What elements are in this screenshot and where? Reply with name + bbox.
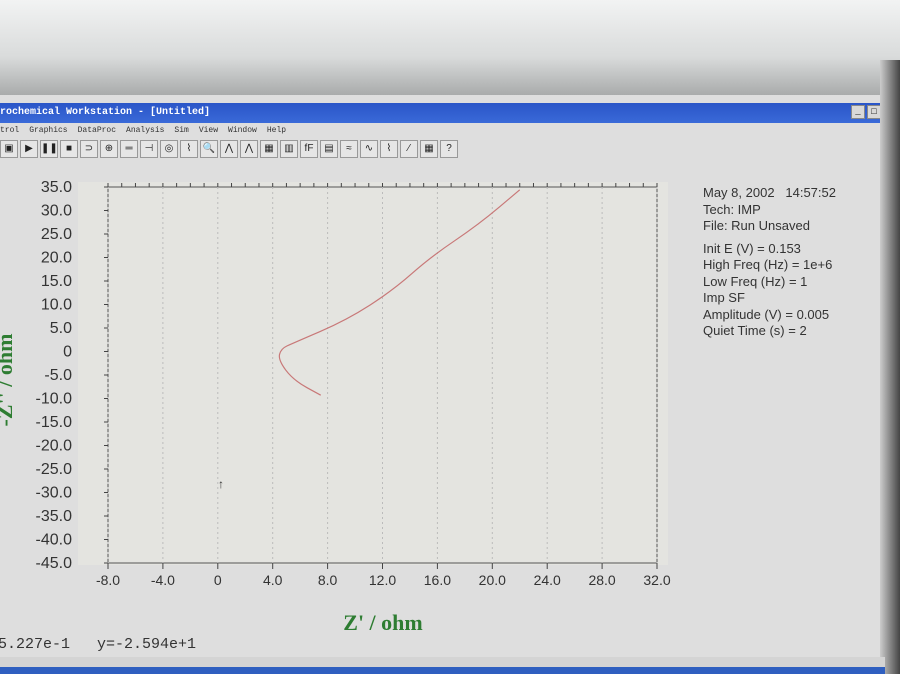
toolbar-button-icon-5[interactable]: ⊕ — [100, 140, 118, 158]
toolbar-button-icon-21[interactable]: ▦ — [420, 140, 438, 158]
x-tick-label: -8.0 — [96, 572, 120, 588]
toolbar-button-icon-17[interactable]: ≈ — [340, 140, 358, 158]
x-tick-label: -4.0 — [151, 572, 175, 588]
monitor-bezel — [0, 0, 900, 95]
info-line: May 8, 2002 14:57:52 — [703, 185, 836, 200]
y-tick-label: -5.0 — [44, 367, 72, 384]
y-tick-label: -35.0 — [36, 508, 73, 525]
y-tick-label: -10.0 — [36, 391, 73, 408]
toolbar-button-icon-16[interactable]: ▤ — [320, 140, 338, 158]
x-tick-label: 24.0 — [534, 572, 561, 588]
y-tick-label: 35.0 — [41, 179, 72, 196]
menu-item-dataproc[interactable]: DataProc — [77, 126, 117, 135]
impedance-series-line — [278, 189, 521, 396]
y-tick-label: -30.0 — [36, 485, 73, 502]
status-bar — [0, 657, 885, 667]
window-title: rochemical Workstation - [Untitled] — [0, 107, 211, 118]
toolbar-button-icon-13[interactable]: ▦ — [260, 140, 278, 158]
monitor-frame — [880, 60, 900, 674]
taskbar — [0, 667, 885, 674]
toolbar-button-icon-4[interactable]: ⊃ — [80, 140, 98, 158]
toolbar-button-icon-19[interactable]: ⌇ — [380, 140, 398, 158]
y-tick-label: 25.0 — [41, 226, 72, 243]
toolbar-button-icon-10[interactable]: 🔍 — [200, 140, 218, 158]
title-bar: rochemical Workstation - [Untitled] _ □ — [0, 103, 885, 123]
toolbar-button-icon-22[interactable]: ? — [440, 140, 458, 158]
toolbar-button-icon-9[interactable]: ⌇ — [180, 140, 198, 158]
menu-item-help[interactable]: Help — [266, 126, 287, 135]
menu-item-graphics[interactable]: Graphics — [29, 126, 68, 135]
y-tick-label: -25.0 — [36, 461, 73, 478]
toolbar-button-icon-8[interactable]: ◎ — [160, 140, 178, 158]
info-line: Quiet Time (s) = 2 — [703, 323, 807, 338]
y-tick-label: 20.0 — [41, 250, 72, 267]
mouse-cursor-icon: ↑ — [218, 477, 224, 491]
toolbar-button-icon-15[interactable]: fF — [300, 140, 318, 158]
y-tick-label: 30.0 — [41, 203, 72, 220]
x-tick-label: 0 — [214, 572, 222, 588]
toolbar-button-icon-7[interactable]: ⊣ — [140, 140, 158, 158]
toolbar-button-icon-12[interactable]: ⋀ — [240, 140, 258, 158]
toolbar-button-icon-6[interactable]: ═ — [120, 140, 138, 158]
x-tick-label: 12.0 — [369, 572, 396, 588]
x-axis-label: Z' / ohm — [343, 610, 422, 635]
info-line: File: Run Unsaved — [703, 218, 810, 233]
x-tick-label: 28.0 — [588, 572, 615, 588]
x-tick-label: 8.0 — [318, 572, 338, 588]
toolbar-button-icon-11[interactable]: ⋀ — [220, 140, 238, 158]
plot-area — [78, 182, 668, 565]
menu-item-analysis[interactable]: Analysis — [126, 126, 165, 135]
y-tick-label: 15.0 — [41, 273, 72, 290]
menu-item-window[interactable]: Window — [228, 126, 257, 135]
menu-bar: trol Graphics DataProc Analysis Sim View Windo… — [0, 124, 286, 138]
y-tick-label: 5.0 — [50, 320, 72, 337]
minimize-button[interactable]: _ — [851, 105, 865, 119]
y-tick-label: 10.0 — [41, 297, 72, 314]
experiment-info: May 8, 2002 14:57:52 Tech: IMP File: Run U… — [703, 185, 836, 340]
info-line: Init E (V) = 0.153 — [703, 240, 801, 256]
y-tick-label: -45.0 — [36, 555, 73, 572]
menu-item-view[interactable]: View — [198, 126, 219, 135]
info-line: Amplitude (V) = 0.005 — [703, 306, 830, 322]
info-line: High Freq (Hz) = 1e+6 — [703, 257, 833, 272]
toolbar-button-icon-1[interactable]: ▶ — [20, 140, 38, 158]
y-tick-label: -40.0 — [36, 532, 73, 549]
x-tick-label: 20.0 — [479, 572, 506, 588]
info-line: Imp SF — [703, 290, 745, 305]
toolbar-button-icon-0[interactable]: ▣ — [0, 140, 18, 158]
y-tick-label: -20.0 — [36, 438, 73, 455]
toolbar: ▣ ▶ ❚❚ ■ ⊃ ⊕ ═ ⊣ ◎ ⌇ 🔍 ⋀ ⋀ ▦ ▥ fF ▤ ≈ ∿ ⌇ ⁄ ▦? — [0, 139, 458, 159]
info-line: Tech: IMP — [703, 201, 761, 217]
y-tick-label: -15.0 — [36, 414, 73, 431]
x-tick-label: 16.0 — [424, 572, 451, 588]
y-axis-label: -Z'' / ohm — [0, 334, 17, 427]
menu-item-sim[interactable]: Sim — [174, 126, 189, 135]
x-tick-label: 32.0 — [643, 572, 670, 588]
toolbar-button-icon-18[interactable]: ∿ — [360, 140, 378, 158]
toolbar-button-icon-20[interactable]: ⁄ — [400, 140, 418, 158]
cursor-readout: 5.227e-1 y=-2.594e+1 — [0, 636, 197, 653]
menu-item-trol[interactable]: trol — [0, 126, 20, 135]
toolbar-button-icon-3[interactable]: ■ — [60, 140, 78, 158]
toolbar-button-icon-2[interactable]: ❚❚ — [40, 140, 58, 158]
info-line: Low Freq (Hz) = 1 — [703, 273, 808, 289]
y-tick-label: 0 — [63, 344, 72, 361]
x-tick-label: 4.0 — [263, 572, 283, 588]
toolbar-button-icon-14[interactable]: ▥ — [280, 140, 298, 158]
